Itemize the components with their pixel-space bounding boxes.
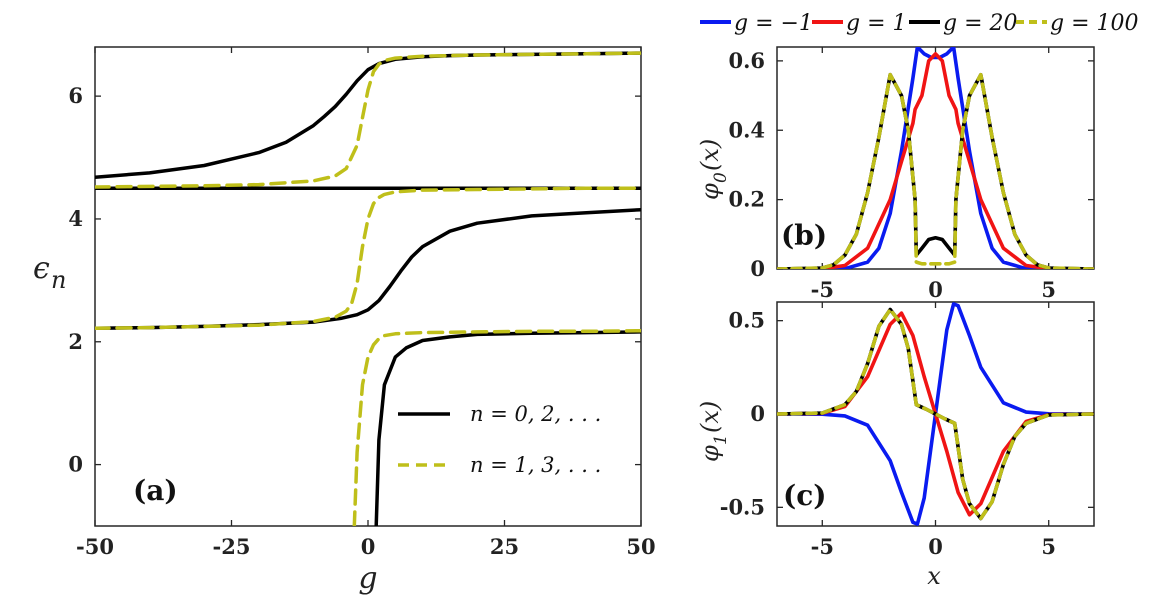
panel-b-ytick-label: 0.2	[728, 187, 765, 212]
panel-b: -5 0 5 0 0.2 0.4 0.6 φ 0 (x) (b)	[696, 46, 1095, 302]
panel-a-ylabel-sub: n	[51, 266, 66, 294]
panel-b-xtick-label: 5	[1041, 277, 1056, 302]
panel-c-ylabel-tail: (x)	[696, 401, 724, 433]
panel-b-curves	[777, 47, 1094, 269]
panel-a-ylabel-base: ϵ	[33, 251, 50, 286]
panel-b-xtick-label: 0	[928, 277, 943, 302]
panel-b-series-g-100	[777, 72, 1094, 269]
panel-c-ytick-label: 0	[750, 401, 765, 426]
legend-label-g-20: g = 20	[943, 11, 1018, 36]
panel-c-xtick-label: -5	[811, 534, 834, 559]
panel-a-series-n-3	[95, 186, 641, 331]
panel-b-tag: (b)	[781, 219, 827, 252]
panel-a-ticks: -50 -25 0 25 50 0 2 4 6	[68, 47, 656, 559]
panel-c-xtick-label: 5	[1041, 534, 1056, 559]
panel-a-xtick-label: -25	[213, 534, 251, 559]
panel-b-ytick-label: 0	[750, 256, 765, 281]
legend-a-label-even: n = 0, 2, . . .	[470, 402, 601, 426]
panel-b-ticks: -5 0 5 0 0.2 0.4 0.6	[728, 47, 1094, 302]
legend-label-g-minus1: g = −1	[734, 11, 813, 36]
panel-b-ylabel-base: φ	[696, 183, 724, 200]
panel-a-curves	[95, 51, 641, 526]
panel-c-ylabel-base: φ	[696, 445, 724, 462]
legend-label-g-1: g = 1	[846, 11, 907, 36]
panel-a-series-n-5	[95, 51, 641, 189]
panel-a-xtick-label: 50	[626, 534, 655, 559]
legend-top: g = −1 g = 1 g = 20 g = 100	[700, 11, 1139, 36]
panel-b-ytick-label: 0.6	[728, 48, 765, 73]
panel-b-xtick-label: -5	[811, 277, 834, 302]
panel-a-ytick-label: 6	[68, 83, 83, 108]
panel-c-series-g-100	[777, 307, 1094, 521]
panel-a-xtick-label: -50	[76, 534, 114, 559]
panel-b-ylabel-tail: (x)	[696, 139, 724, 171]
panel-a-series-n-6	[95, 51, 641, 179]
panel-c-ylabel: φ 1 (x)	[696, 401, 731, 462]
legend-a-label-odd: n = 1, 3, . . .	[470, 453, 601, 477]
panel-a-series-n-0	[374, 330, 641, 526]
panel-c-tag: (c)	[783, 479, 827, 512]
panel-b-ylabel: φ 0 (x)	[696, 139, 731, 200]
panel-c-xtick-label: 0	[928, 534, 943, 559]
panel-a-ytick-label: 0	[68, 452, 83, 477]
panel-b-series-g-1	[777, 47, 1094, 269]
panel-b-ytick-label: 0.4	[728, 117, 765, 142]
panel-a-ylabel: ϵ n	[33, 251, 66, 294]
panel-a-ytick-label: 4	[68, 206, 83, 231]
panel-a-series-n-1	[352, 328, 641, 526]
panel-c-ytick-label: -0.5	[720, 494, 765, 519]
panel-a-xtick-label: 25	[490, 534, 519, 559]
panel-c-ylabel-sub: 1	[711, 434, 731, 445]
panel-c-xlabel: x	[927, 562, 941, 590]
panel-a-ytick-label: 2	[68, 329, 83, 354]
panel-b-ylabel-sub: 0	[711, 172, 731, 183]
panel-c-curves	[777, 302, 1094, 526]
panel-a: -50 -25 0 25 50 0 2 4 6 g ϵ n (a) n = 0, 2, . . …	[33, 46, 656, 595]
panel-a-xtick-label: 0	[361, 534, 376, 559]
panel-c: -5 0 5 -0.5 0 0.5 x φ 1 (x) (c)	[696, 301, 1095, 590]
panel-c-ticks: -5 0 5 -0.5 0 0.5	[720, 302, 1094, 559]
panel-c-ytick-label: 0.5	[728, 308, 765, 333]
legend-label-g-100: g = 100	[1050, 11, 1139, 36]
panel-a-legend: n = 0, 2, . . . n = 1, 3, . . .	[398, 402, 601, 477]
panel-a-xlabel: g	[358, 561, 377, 595]
panel-a-tag: (a)	[133, 474, 178, 507]
panel-b-series-g-1	[777, 52, 1094, 269]
